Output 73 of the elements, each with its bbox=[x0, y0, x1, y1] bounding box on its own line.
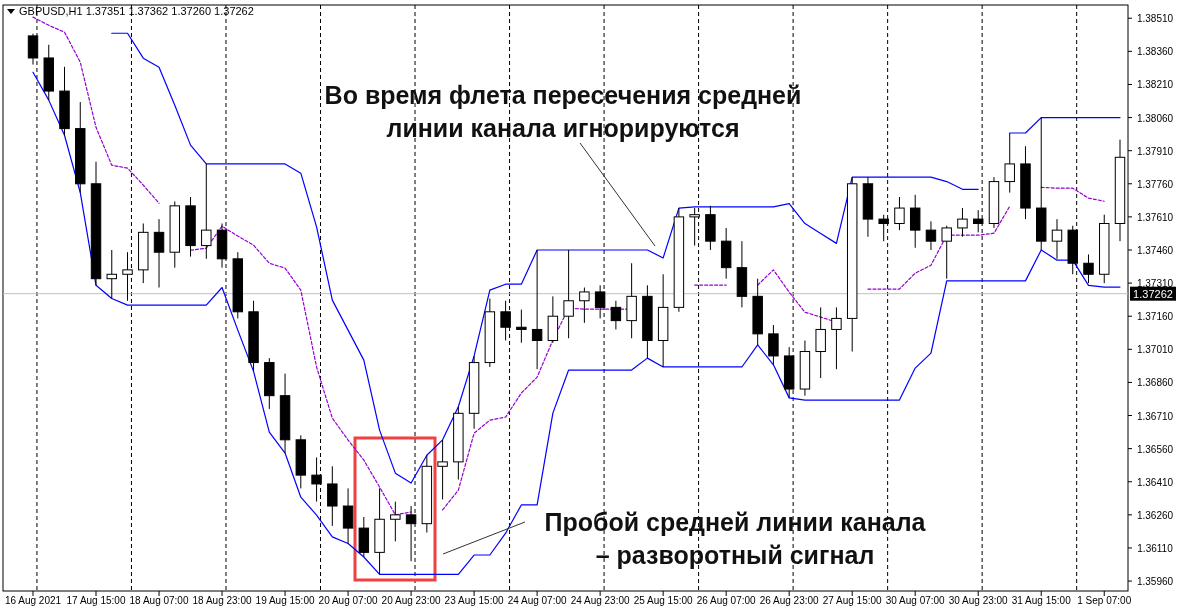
y-tick-label: 1.37610 bbox=[1136, 211, 1174, 223]
candlestick bbox=[878, 214, 889, 242]
y-tick-label: 1.38510 bbox=[1136, 13, 1174, 25]
candlestick bbox=[27, 33, 39, 66]
y-tick-label: 1.36560 bbox=[1136, 443, 1174, 455]
x-tick-label: 26 Aug 23:00 bbox=[759, 595, 820, 606]
x-tick-label: 24 Aug 07:00 bbox=[507, 595, 568, 606]
candlestick bbox=[201, 163, 212, 260]
ref-line-label: 1.37262 bbox=[1133, 287, 1173, 300]
annotation: Пробой средней линии канала – разворотный сигнал bbox=[544, 508, 927, 569]
x-tick-label: 20 Aug 23:00 bbox=[381, 595, 441, 606]
candlestick bbox=[957, 207, 968, 238]
candlestick bbox=[972, 209, 984, 233]
y-tick-label: 1.38060 bbox=[1136, 112, 1174, 124]
x-tick-label: 30 Aug 23:00 bbox=[948, 595, 1009, 606]
x-tick-label: 24 Aug 23:00 bbox=[570, 595, 631, 606]
candlestick bbox=[894, 196, 905, 231]
candlestick bbox=[153, 218, 165, 289]
candlestick bbox=[437, 439, 448, 500]
candlestick bbox=[1083, 253, 1094, 284]
candlestick bbox=[563, 249, 574, 339]
y-tick-label: 1.38360 bbox=[1136, 46, 1174, 58]
candlestick bbox=[531, 249, 543, 370]
y-tick-label: 1.37460 bbox=[1136, 244, 1174, 256]
x-tick-label: 26 Aug 07:00 bbox=[696, 595, 757, 606]
x-tick-label: 1 Sep 07:00 bbox=[1077, 595, 1132, 606]
x-tick-label: 18 Aug 23:00 bbox=[192, 595, 252, 606]
x-tick-label: 31 Aug 15:00 bbox=[1011, 595, 1072, 606]
candlestick bbox=[311, 456, 322, 503]
y-tick-label: 1.37310 bbox=[1136, 278, 1174, 290]
y-tick-label: 1.36260 bbox=[1136, 509, 1174, 521]
x-tick-label: 17 Aug 15:00 bbox=[66, 595, 126, 606]
y-tick-label: 1.37010 bbox=[1136, 344, 1174, 356]
x-tick-label: 18 Aug 07:00 bbox=[129, 595, 189, 606]
candlestick bbox=[500, 300, 511, 341]
annotation: Во время флета пересечения средней линии канала игнорируются bbox=[324, 81, 802, 142]
candlestick bbox=[327, 465, 338, 527]
line-series bbox=[32, 71, 1121, 576]
x-tick-label: 16 Aug 2021 bbox=[4, 595, 62, 606]
candlestick bbox=[405, 505, 417, 562]
candlestick bbox=[815, 306, 826, 379]
candlestick bbox=[516, 309, 527, 344]
candlestick bbox=[106, 249, 117, 300]
y-tick-label: 1.36410 bbox=[1136, 476, 1174, 488]
x-tick-label: 25 Aug 15:00 bbox=[633, 595, 694, 606]
y-tick-label: 1.36860 bbox=[1136, 377, 1174, 389]
candlestick bbox=[594, 284, 606, 319]
y-tick-label: 1.36710 bbox=[1136, 410, 1174, 422]
chart-title: GBPUSD,H1 1.37351 1.37362 1.37260 1.37262 bbox=[19, 5, 254, 17]
candlestick bbox=[925, 220, 937, 251]
candlestick bbox=[390, 501, 401, 542]
y-tick-label: 1.35960 bbox=[1136, 576, 1174, 588]
candlestick bbox=[941, 225, 952, 280]
candlestick bbox=[579, 287, 590, 324]
x-tick-label: 20 Aug 07:00 bbox=[318, 595, 378, 606]
x-tick-label: 30 Aug 07:00 bbox=[885, 595, 946, 606]
candlestick bbox=[768, 324, 779, 366]
candlestick bbox=[122, 251, 133, 302]
x-tick-label: 19 Aug 15:00 bbox=[255, 595, 315, 606]
candlestick bbox=[689, 207, 700, 247]
y-tick-label: 1.37160 bbox=[1136, 311, 1174, 323]
candlestick bbox=[909, 194, 921, 249]
candlestick bbox=[1004, 132, 1015, 194]
candlestick bbox=[1051, 218, 1063, 260]
candlestick bbox=[831, 306, 842, 370]
candlestick bbox=[342, 487, 354, 545]
y-tick-label: 1.37760 bbox=[1136, 178, 1174, 190]
x-tick-label: 23 Aug 15:00 bbox=[444, 595, 505, 606]
y-tick-label: 1.36110 bbox=[1137, 542, 1174, 554]
y-tick-label: 1.37910 bbox=[1136, 145, 1174, 157]
x-tick-label: 27 Aug 15:00 bbox=[822, 595, 883, 606]
candlestick bbox=[610, 300, 622, 330]
y-tick-label: 1.38210 bbox=[1136, 79, 1174, 91]
